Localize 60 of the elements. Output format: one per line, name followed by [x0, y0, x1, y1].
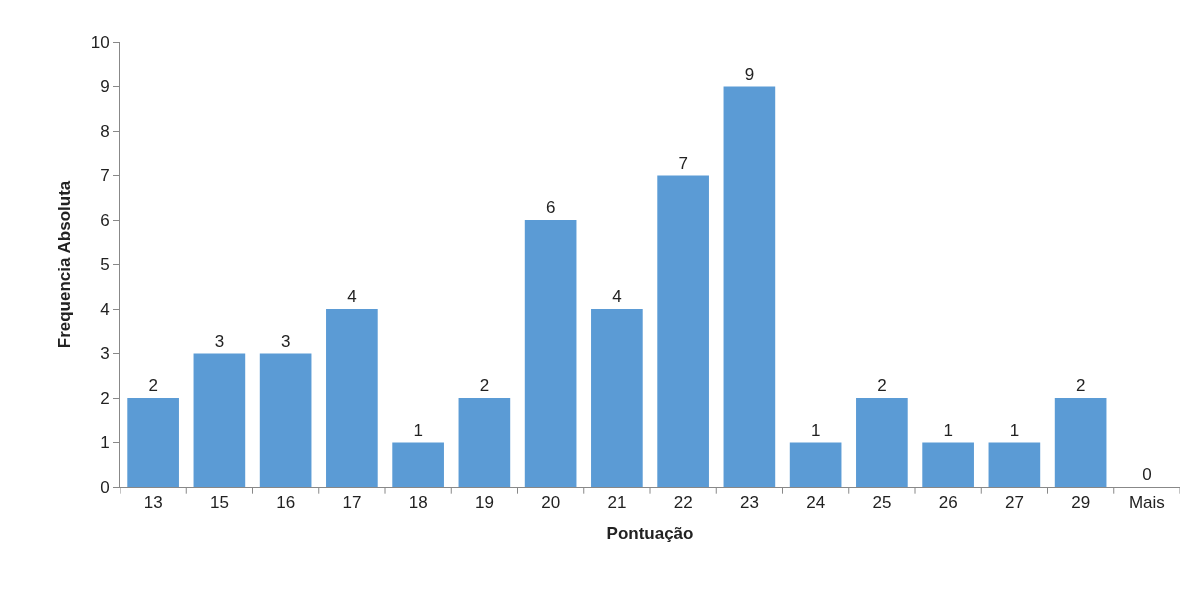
x-tick-label: 15: [209, 493, 229, 513]
x-tick-label: 21: [607, 493, 627, 513]
data-label: 0: [1142, 465, 1152, 484]
data-label: 1: [413, 420, 423, 440]
bar: [193, 353, 246, 487]
bar: [1054, 398, 1107, 487]
y-tick-label: 10: [90, 32, 110, 52]
data-label: 9: [744, 64, 755, 84]
x-axis-title: Pontuação: [606, 523, 694, 543]
data-label: 3: [280, 331, 291, 351]
bar: [723, 86, 776, 487]
x-tick-label: 27: [1004, 493, 1024, 513]
y-tick-label: 9: [100, 77, 110, 97]
x-tick-label: 19: [474, 493, 494, 513]
x-tick-label: 25: [872, 493, 892, 513]
bar: [988, 442, 1041, 487]
data-label: 4: [347, 287, 357, 306]
bar: [591, 309, 643, 487]
bar: [326, 309, 378, 487]
x-tick-label: 17: [342, 493, 362, 513]
data-label: 2: [877, 376, 887, 395]
y-tick-label: 5: [100, 255, 110, 275]
data-label: 2: [479, 376, 490, 395]
x-tick-label: 29: [1071, 493, 1091, 513]
x-tick-label: 26: [938, 493, 958, 513]
x-tick-label: 16: [276, 493, 296, 513]
data-label: 1: [943, 420, 953, 440]
bar: [127, 398, 179, 487]
bar: [789, 442, 842, 487]
bar: [458, 398, 511, 487]
x-tick-label: Mais: [1128, 493, 1165, 513]
y-tick-label: 3: [100, 344, 110, 364]
y-axis-title: Frequencia Absoluta: [55, 180, 75, 349]
bar: [856, 398, 908, 487]
y-tick-label: 7: [100, 166, 110, 186]
bar: [524, 220, 577, 487]
bar: [259, 353, 312, 487]
bar: [657, 175, 709, 487]
x-tick-label: 24: [806, 493, 826, 513]
data-label: 7: [678, 153, 688, 173]
x-tick-label: 20: [541, 493, 561, 513]
bar: [922, 442, 974, 487]
y-tick-label: 4: [100, 299, 110, 319]
data-label: 2: [148, 376, 158, 395]
data-label: 2: [1075, 376, 1086, 395]
x-tick-label: 18: [408, 493, 428, 513]
x-tick-label: 22: [673, 493, 693, 513]
y-tick-label: 0: [100, 477, 110, 497]
y-tick-label: 1: [100, 433, 110, 453]
y-tick-label: 2: [100, 388, 110, 408]
data-label: 3: [214, 331, 225, 351]
data-label: 4: [612, 287, 622, 306]
x-tick-label: 23: [739, 493, 759, 513]
data-label: 1: [810, 420, 821, 440]
x-tick-label: 13: [143, 493, 163, 513]
y-tick-label: 8: [100, 121, 110, 141]
data-label: 6: [545, 198, 556, 217]
bar: [392, 442, 444, 487]
data-label: 1: [1009, 420, 1020, 440]
y-tick-label: 6: [100, 210, 110, 230]
